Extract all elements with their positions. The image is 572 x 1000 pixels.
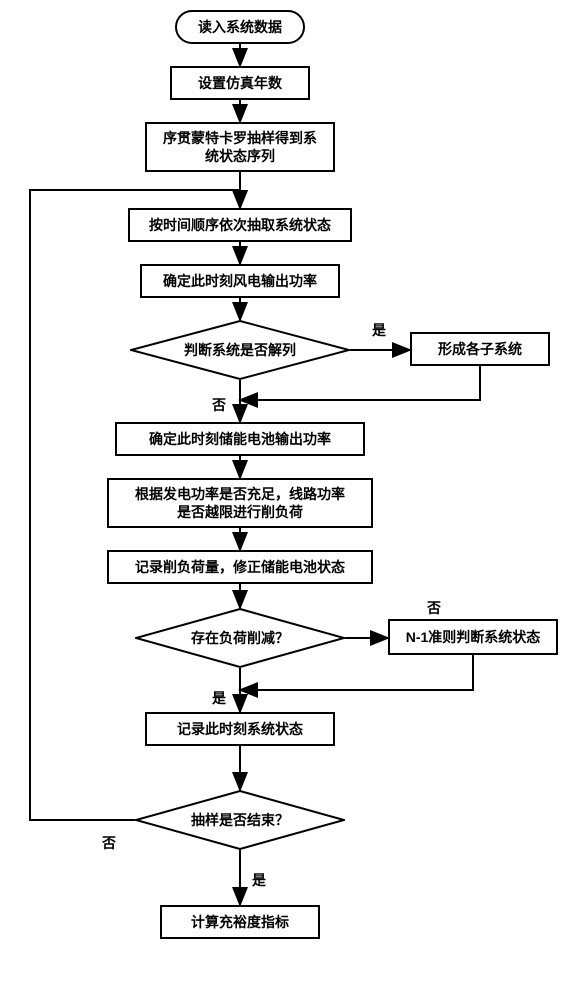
node-label-n10: 存在负荷削减？: [191, 629, 289, 647]
edge-label-7: 否: [210, 395, 228, 415]
node-label-n13: 抽样是否结束？: [191, 811, 289, 829]
node-label-n9: 记录削负荷量，修正储能电池状态: [135, 558, 345, 576]
edge-label-11: 否: [425, 598, 443, 618]
node-label-n6: 形成各子系统: [438, 340, 522, 358]
node-label-n4: 确定此时刻风电输出功率: [163, 272, 317, 290]
node-n13: 抽样是否结束？: [135, 790, 345, 850]
node-n14: 计算充裕度指标: [160, 905, 320, 939]
node-n11: N-1准则判断系统状态: [388, 619, 558, 655]
node-label-n11: N-1准则判断系统状态: [406, 628, 541, 646]
node-label-n2: 序贯蒙特卡罗抽样得到系 统状态序列: [163, 129, 317, 165]
node-n9: 记录削负荷量，修正储能电池状态: [107, 550, 373, 584]
node-label-n8: 根据发电功率是否充足，线路功率 是否越限进行削负荷: [135, 485, 345, 521]
node-label-n0: 读入系统数据: [198, 18, 282, 36]
edge-label-13: 是: [210, 688, 228, 708]
node-label-n5: 判断系统是否解列: [184, 341, 296, 359]
node-n10: 存在负荷削减？: [135, 608, 345, 668]
node-n8: 根据发电功率是否充足，线路功率 是否越限进行削负荷: [107, 478, 373, 528]
node-label-n7: 确定此时刻储能电池输出功率: [149, 430, 331, 448]
node-n2: 序贯蒙特卡罗抽样得到系 统状态序列: [145, 122, 335, 172]
edge-label-15: 否: [100, 833, 118, 853]
node-n0: 读入系统数据: [175, 10, 305, 44]
node-n5: 判断系统是否解列: [130, 320, 350, 380]
edge-label-16: 是: [250, 870, 268, 890]
edge-label-5: 是: [370, 320, 388, 340]
node-n6: 形成各子系统: [410, 332, 550, 366]
node-n12: 记录此时刻系统状态: [145, 712, 335, 746]
node-label-n1: 设置仿真年数: [198, 74, 282, 92]
node-n3: 按时间顺序依次抽取系统状态: [128, 208, 352, 242]
node-label-n12: 记录此时刻系统状态: [177, 720, 303, 738]
node-label-n3: 按时间顺序依次抽取系统状态: [149, 216, 331, 234]
node-n1: 设置仿真年数: [170, 66, 310, 100]
node-label-n14: 计算充裕度指标: [191, 913, 289, 931]
node-n7: 确定此时刻储能电池输出功率: [115, 422, 365, 456]
node-n4: 确定此时刻风电输出功率: [140, 264, 340, 298]
